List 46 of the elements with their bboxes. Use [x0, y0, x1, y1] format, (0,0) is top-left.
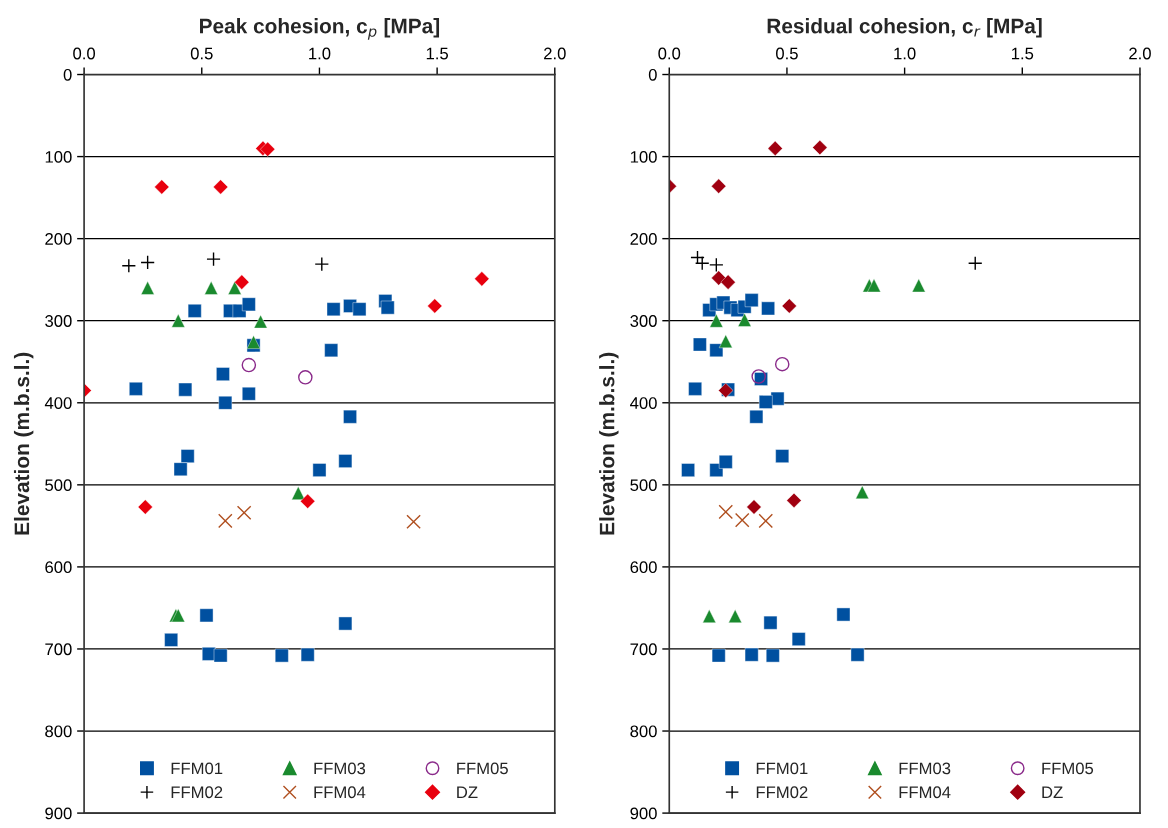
- x-tick-label: 0.0: [73, 47, 96, 60]
- x-tick-label: 0.5: [776, 47, 798, 60]
- y-tick-label: 100: [45, 150, 72, 163]
- y-tick-label: 700: [45, 643, 72, 656]
- y-tick-label: 900: [45, 807, 72, 820]
- legend-label: DZ: [457, 786, 478, 798]
- x-tick-label: 1.5: [1011, 47, 1034, 60]
- y-tick-label: 400: [44, 397, 72, 409]
- x-axis-title: Peak cohesion, c$_{p}$ [MPa]: [200, 18, 440, 40]
- x-tick-label: 2.0: [1129, 47, 1151, 60]
- legend-label: FFM02: [171, 786, 223, 799]
- x-tick-label: 2.0: [544, 47, 566, 60]
- x-tick-label: 1.0: [309, 47, 331, 60]
- legend-label: FFM01: [171, 762, 223, 775]
- y-tick-label: 300: [45, 315, 72, 327]
- legend-label: FFM05: [1042, 762, 1094, 775]
- y-tick-label: 500: [630, 479, 657, 492]
- y-tick-label: 100: [630, 150, 657, 163]
- y-axis-title: Elevation (m.b.s.l.): [599, 352, 619, 535]
- legend-label: FFM04: [899, 786, 951, 799]
- x-axis-title: Residual cohesion, c$_{r}$ [MPa]: [767, 18, 1042, 38]
- legend-label: FFM02: [756, 786, 808, 799]
- y-axis-title: Elevation (m.b.s.l.): [13, 352, 34, 535]
- y-tick-label: 600: [45, 561, 72, 574]
- y-tick-label: 700: [630, 643, 657, 656]
- x-tick-label: 0.5: [190, 47, 213, 60]
- y-tick-label: 900: [630, 807, 657, 820]
- legend-label: FFM03: [899, 762, 951, 775]
- y-tick-label: 200: [630, 233, 657, 245]
- legend-label: FFM01: [756, 762, 808, 775]
- x-tick-label: 0.0: [658, 47, 681, 60]
- legend-label: DZ: [1042, 786, 1063, 798]
- legend-label: FFM03: [314, 762, 366, 775]
- y-tick-label: 800: [630, 725, 657, 738]
- x-tick-label: 1.5: [426, 47, 449, 60]
- y-tick-label: 500: [45, 479, 72, 492]
- y-tick-label: 400: [630, 397, 657, 409]
- y-tick-label: 800: [45, 725, 72, 738]
- y-tick-label: 200: [45, 233, 72, 245]
- legend-label: FFM04: [314, 786, 366, 799]
- x-tick-label: 1.0: [894, 47, 916, 60]
- y-tick-label: 600: [630, 561, 657, 574]
- y-tick-label: 0: [63, 68, 72, 81]
- y-tick-label: 300: [630, 315, 657, 327]
- y-tick-label: 0: [648, 68, 657, 81]
- legend-label: FFM05: [457, 762, 508, 775]
